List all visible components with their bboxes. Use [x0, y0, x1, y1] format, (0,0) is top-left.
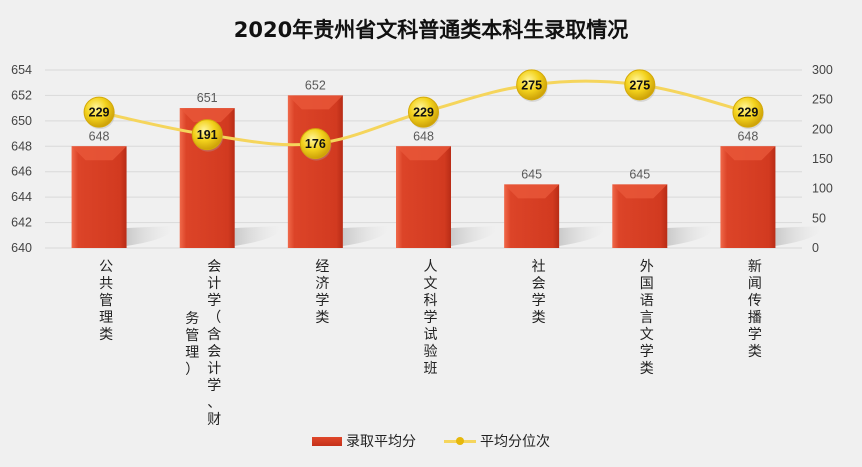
- bar-bevel: [720, 146, 776, 161]
- bar-data-label: 648: [89, 129, 110, 143]
- line-marker: [191, 119, 223, 151]
- legend-line-swatch: [444, 436, 476, 445]
- left-axis-ticks: 640 642 644 646 648 650 652 654: [11, 63, 32, 255]
- bar-bevel: [179, 108, 235, 123]
- bar-bevel: [504, 184, 560, 199]
- bar-shadow: [775, 226, 821, 246]
- bar-shadow: [126, 226, 173, 246]
- category-label: 新闻传播学类: [748, 259, 762, 360]
- right-axis-tick-label: 250: [812, 93, 833, 107]
- bar: [396, 146, 451, 248]
- bar-data-label: 651: [197, 91, 218, 105]
- line-marker: [299, 128, 331, 160]
- line-marker: [624, 69, 656, 101]
- bar-data-label: 645: [521, 167, 542, 181]
- bar-bevel: [612, 184, 668, 199]
- bar-bevel: [287, 95, 343, 110]
- category-label: 外国语言文学类: [640, 259, 654, 377]
- left-axis-tick-label: 654: [11, 63, 32, 77]
- left-axis-tick-label: 646: [11, 165, 32, 179]
- right-axis-tick-label: 300: [812, 63, 833, 77]
- line-data-label: 176: [305, 137, 326, 151]
- bar-shadow: [667, 226, 713, 246]
- line-data-label: 229: [737, 106, 758, 120]
- line-data-label: 275: [521, 78, 542, 92]
- right-axis-tick-label: 0: [812, 241, 819, 255]
- bar-data-label: 645: [629, 167, 650, 181]
- bar-data-label: 648: [737, 129, 758, 143]
- line-data-label: 229: [413, 106, 434, 120]
- bar-bevel: [396, 146, 451, 161]
- line-series: 229 191 176 229 275 275 229: [83, 69, 764, 161]
- bar-shadow: [559, 226, 605, 246]
- right-axis-tick-label: 150: [812, 152, 833, 166]
- legend-label-line: 平均分位次: [480, 434, 550, 450]
- line-marker: [83, 96, 115, 128]
- bar-shadow: [342, 226, 389, 246]
- line-data-label: 275: [629, 78, 650, 92]
- chart-title: 2020年贵州省文科普通类本科生录取情况: [233, 18, 629, 42]
- left-axis-tick-label: 650: [11, 114, 32, 128]
- right-axis-tick-label: 50: [812, 211, 826, 225]
- line-data-label: 191: [197, 128, 218, 142]
- right-axis-tick-label: 100: [812, 182, 833, 196]
- category-label: 人文科学试验班: [424, 259, 438, 377]
- left-axis-tick-label: 644: [11, 190, 32, 204]
- bar-bevel: [71, 146, 127, 161]
- left-axis-tick-label: 652: [11, 88, 32, 102]
- legend: 录取平均分 平均分位次: [0, 431, 862, 451]
- left-axis-tick-label: 648: [11, 139, 32, 153]
- bar-data-label: 652: [305, 78, 326, 92]
- category-label: 经济学类: [315, 259, 329, 326]
- bar-series: [71, 95, 821, 249]
- category-label: 公共管理类: [99, 259, 113, 343]
- right-axis-ticks: 0 50 100 150 200 250 300: [812, 63, 833, 255]
- bar-shadow: [234, 226, 281, 246]
- line-data-label: 229: [89, 106, 110, 120]
- legend-item-line[interactable]: 平均分位次: [444, 431, 550, 451]
- bar-data-labels: 648 651 652 648 645 645 648: [89, 78, 759, 181]
- left-axis-tick-label: 642: [11, 216, 32, 230]
- category-label: 社会学类: [532, 259, 546, 326]
- line-marker: [516, 69, 548, 101]
- right-axis-tick-label: 200: [812, 122, 833, 136]
- line-marker: [732, 96, 764, 128]
- legend-item-bar[interactable]: 录取平均分: [312, 431, 416, 451]
- category-label: 务管理）: [185, 311, 199, 378]
- bar: [720, 146, 776, 248]
- left-axis-tick-label: 640: [11, 241, 32, 255]
- bar: [287, 95, 343, 248]
- category-label: 会计学（含会计学、财: [207, 259, 221, 428]
- legend-label-bar: 录取平均分: [346, 434, 416, 450]
- bar-data-label: 648: [413, 129, 434, 143]
- bar: [71, 146, 127, 248]
- bar-shadow: [451, 226, 497, 246]
- line-marker: [408, 96, 439, 128]
- legend-bar-swatch: [312, 436, 342, 446]
